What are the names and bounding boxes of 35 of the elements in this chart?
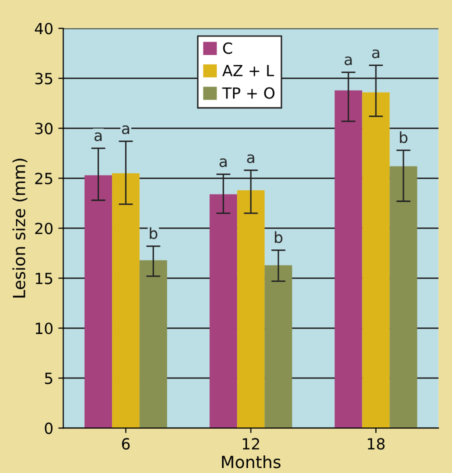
bar — [390, 166, 418, 428]
y-tick-label: 30 — [35, 122, 53, 134]
annotation: a — [344, 56, 352, 66]
bar — [140, 260, 168, 428]
y-tick-label: 15 — [36, 272, 52, 284]
y-axis-title: Lesion size (mm) — [12, 158, 28, 298]
annotation: a — [94, 132, 102, 142]
y-tick-label: 25 — [35, 172, 52, 184]
bar — [264, 265, 292, 428]
legend-label: C — [223, 42, 232, 54]
y-tick-label: 35 — [35, 72, 52, 84]
bar — [334, 90, 362, 428]
bar — [362, 92, 390, 428]
y-tick-label: 0 — [44, 422, 53, 434]
annotation: b — [274, 231, 282, 244]
x-axis-title: Months — [222, 455, 281, 468]
y-tick-label: 20 — [35, 222, 53, 234]
y-tick-label: 10 — [36, 322, 53, 334]
annotation: a — [122, 125, 130, 134]
annotation: a — [247, 154, 254, 164]
legend-label: AZ + L — [222, 65, 274, 76]
annotation: b — [150, 227, 158, 240]
bar — [84, 175, 112, 428]
x-tick-label: 12 — [242, 438, 260, 450]
annotation: a — [220, 158, 227, 168]
legend-label: TP + O — [222, 87, 274, 99]
x-tick-label: 18 — [368, 438, 385, 450]
annotation: b — [400, 131, 408, 144]
bar — [112, 173, 140, 428]
annotation: a — [372, 49, 380, 58]
bar — [237, 190, 265, 428]
bar — [210, 194, 238, 428]
y-tick-label: 40 — [34, 22, 53, 34]
x-tick-label: 6 — [122, 438, 130, 450]
y-tick-label: 5 — [45, 372, 52, 384]
